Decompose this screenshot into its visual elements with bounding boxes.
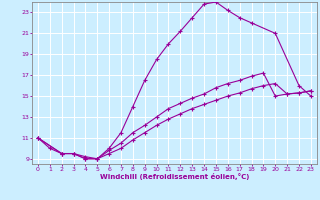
X-axis label: Windchill (Refroidissement éolien,°C): Windchill (Refroidissement éolien,°C) [100, 173, 249, 180]
